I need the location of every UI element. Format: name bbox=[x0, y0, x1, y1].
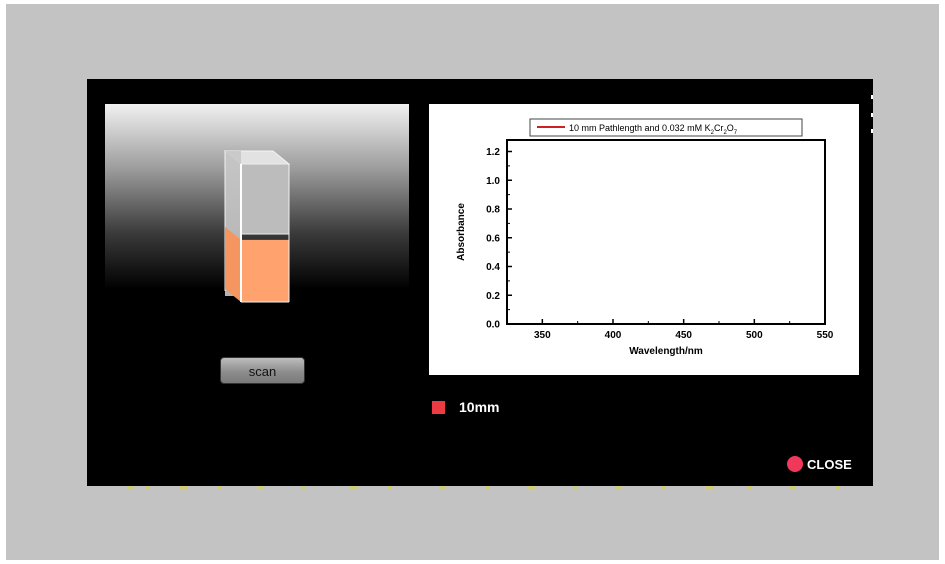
bottom-decorative-strip bbox=[87, 486, 873, 496]
sample-view-panel bbox=[105, 104, 409, 303]
chart-canvas: 10 mm Pathlength and 0.032 mM K2Cr2O7 0.… bbox=[456, 118, 834, 357]
y-tick-label: 0.4 bbox=[486, 262, 500, 273]
y-tick-label: 0.0 bbox=[486, 320, 500, 331]
legend-label: 10 mm Pathlength and 0.032 mM K2Cr2O7 bbox=[569, 123, 738, 136]
y-tick-label: 1.0 bbox=[486, 176, 500, 187]
liquid-sample bbox=[241, 239, 289, 302]
legend-box bbox=[529, 118, 803, 137]
absorbance-chart: 10 mm Pathlength and 0.032 mM K2Cr2O7 0.… bbox=[429, 104, 859, 375]
y-tick-label: 0.6 bbox=[486, 233, 500, 244]
y-tick-label: 1.2 bbox=[486, 147, 500, 158]
y-axis-title: Absorbance bbox=[456, 203, 467, 261]
pathlength-option-10mm[interactable]: 10mm bbox=[432, 398, 499, 416]
x-tick-label: 500 bbox=[746, 330, 763, 341]
scan-button[interactable]: scan bbox=[220, 357, 305, 384]
spectrophotometer-dialog: scan 10 mm Pathlength and 0.032 mM K2Cr2… bbox=[87, 79, 873, 486]
series-color-swatch bbox=[432, 400, 445, 414]
y-tick-label: 0.2 bbox=[486, 291, 500, 302]
x-tick-label: 350 bbox=[534, 330, 551, 341]
x-tick-label: 400 bbox=[605, 330, 622, 341]
liquid-side bbox=[225, 226, 241, 302]
x-axis-title: Wavelength/nm bbox=[629, 346, 703, 357]
pathlength-option-label: 10mm bbox=[459, 399, 500, 415]
panel-edge-marks bbox=[871, 95, 873, 133]
close-button[interactable]: CLOSE bbox=[787, 455, 852, 473]
cuvette-illustration bbox=[223, 150, 291, 303]
close-label: CLOSE bbox=[807, 456, 852, 472]
close-icon bbox=[787, 456, 803, 472]
x-tick-label: 450 bbox=[675, 330, 692, 341]
y-tick-label: 0.8 bbox=[486, 205, 500, 216]
plot-frame bbox=[506, 139, 826, 325]
x-tick-label: 550 bbox=[817, 330, 834, 341]
